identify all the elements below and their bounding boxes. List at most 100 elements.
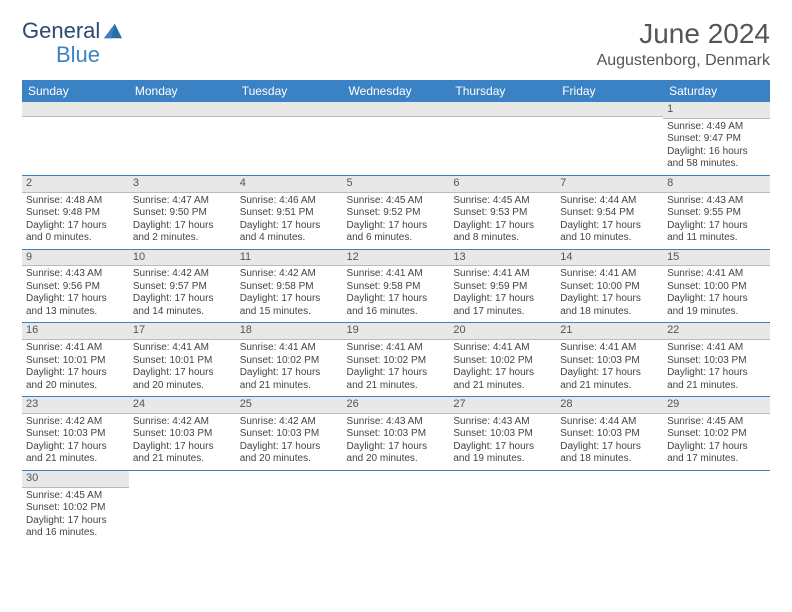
sunset-text: Sunset: 9:58 PM bbox=[240, 281, 339, 294]
daylight1-text: Daylight: 17 hours bbox=[347, 220, 446, 233]
sunrise-text: Sunrise: 4:41 AM bbox=[133, 342, 232, 355]
sunset-text: Sunset: 10:02 PM bbox=[667, 428, 766, 441]
daylight1-text: Daylight: 17 hours bbox=[667, 441, 766, 454]
sunrise-text: Sunrise: 4:42 AM bbox=[26, 416, 125, 429]
sunset-text: Sunset: 10:03 PM bbox=[240, 428, 339, 441]
sunrise-text: Sunrise: 4:41 AM bbox=[560, 268, 659, 281]
day-header: Monday bbox=[129, 80, 236, 102]
sunset-text: Sunset: 10:00 PM bbox=[560, 281, 659, 294]
daylight2-text: and 14 minutes. bbox=[133, 306, 232, 319]
daynum-bar: 18 bbox=[236, 323, 343, 340]
daylight1-text: Daylight: 17 hours bbox=[240, 441, 339, 454]
daylight2-text: and 21 minutes. bbox=[26, 453, 125, 466]
daynum-bar: 30 bbox=[22, 471, 129, 488]
daylight1-text: Daylight: 17 hours bbox=[240, 367, 339, 380]
sunrise-text: Sunrise: 4:41 AM bbox=[453, 342, 552, 355]
daylight1-text: Daylight: 17 hours bbox=[240, 293, 339, 306]
daylight1-text: Daylight: 17 hours bbox=[453, 293, 552, 306]
calendar-cell bbox=[663, 470, 770, 543]
daylight1-text: Daylight: 17 hours bbox=[26, 293, 125, 306]
daynum-bar: 14 bbox=[556, 250, 663, 267]
calendar-cell: 23 Sunrise: 4:42 AMSunset: 10:03 PMDaylig… bbox=[22, 397, 129, 471]
sunset-text: Sunset: 10:02 PM bbox=[26, 502, 125, 515]
daynum-bar-empty bbox=[556, 102, 663, 117]
sunrise-text: Sunrise: 4:43 AM bbox=[347, 416, 446, 429]
sunrise-text: Sunrise: 4:49 AM bbox=[667, 121, 766, 134]
daylight1-text: Daylight: 17 hours bbox=[26, 441, 125, 454]
daylight1-text: Daylight: 17 hours bbox=[26, 220, 125, 233]
daylight2-text: and 20 minutes. bbox=[240, 453, 339, 466]
calendar-cell bbox=[236, 102, 343, 175]
calendar-table: SundayMondayTuesdayWednesdayThursdayFrid… bbox=[22, 80, 770, 544]
daylight2-text: and 18 minutes. bbox=[560, 306, 659, 319]
sunset-text: Sunset: 9:56 PM bbox=[26, 281, 125, 294]
daynum-bar: 8 bbox=[663, 176, 770, 193]
daylight2-text: and 13 minutes. bbox=[26, 306, 125, 319]
daylight2-text: and 21 minutes. bbox=[560, 380, 659, 393]
sunset-text: Sunset: 9:51 PM bbox=[240, 207, 339, 220]
sunset-text: Sunset: 10:02 PM bbox=[347, 355, 446, 368]
sunset-text: Sunset: 10:03 PM bbox=[26, 428, 125, 441]
daylight1-text: Daylight: 17 hours bbox=[26, 515, 125, 528]
calendar-cell: 13Sunrise: 4:41 AMSunset: 9:59 PMDayligh… bbox=[449, 249, 556, 323]
sunrise-text: Sunrise: 4:42 AM bbox=[133, 268, 232, 281]
sunset-text: Sunset: 10:01 PM bbox=[26, 355, 125, 368]
daylight1-text: Daylight: 17 hours bbox=[560, 441, 659, 454]
calendar-cell: 25Sunrise: 4:42 AMSunset: 10:03 PMDaylig… bbox=[236, 397, 343, 471]
daylight2-text: and 21 minutes. bbox=[133, 453, 232, 466]
location-title: Augustenborg, Denmark bbox=[597, 52, 770, 70]
sunset-text: Sunset: 9:50 PM bbox=[133, 207, 232, 220]
daynum-bar: 20 bbox=[449, 323, 556, 340]
daylight1-text: Daylight: 17 hours bbox=[133, 441, 232, 454]
daylight2-text: and 21 minutes. bbox=[240, 380, 339, 393]
daynum-bar: 11 bbox=[236, 250, 343, 267]
calendar-cell: 5Sunrise: 4:45 AMSunset: 9:52 PMDaylight… bbox=[343, 175, 450, 249]
sunrise-text: Sunrise: 4:45 AM bbox=[347, 195, 446, 208]
daynum-bar: 7 bbox=[556, 176, 663, 193]
day-header: Sunday bbox=[22, 80, 129, 102]
calendar-row: 1Sunrise: 4:49 AMSunset: 9:47 PMDaylight… bbox=[22, 102, 770, 175]
calendar-cell: 21Sunrise: 4:41 AMSunset: 10:03 PMDaylig… bbox=[556, 323, 663, 397]
calendar-cell: 19Sunrise: 4:41 AMSunset: 10:02 PMDaylig… bbox=[343, 323, 450, 397]
sunrise-text: Sunrise: 4:41 AM bbox=[667, 342, 766, 355]
sunrise-text: Sunrise: 4:45 AM bbox=[26, 490, 125, 503]
calendar-cell: 22Sunrise: 4:41 AMSunset: 10:03 PMDaylig… bbox=[663, 323, 770, 397]
daylight2-text: and 0 minutes. bbox=[26, 232, 125, 245]
calendar-cell bbox=[236, 470, 343, 543]
daynum-bar-empty bbox=[129, 102, 236, 117]
daynum-bar: 10 bbox=[129, 250, 236, 267]
title-block: June 2024 Augustenborg, Denmark bbox=[597, 18, 770, 70]
sunrise-text: Sunrise: 4:44 AM bbox=[560, 195, 659, 208]
sunset-text: Sunset: 9:55 PM bbox=[667, 207, 766, 220]
daylight1-text: Daylight: 17 hours bbox=[560, 293, 659, 306]
daynum-bar: 15 bbox=[663, 250, 770, 267]
sunrise-text: Sunrise: 4:43 AM bbox=[667, 195, 766, 208]
brand-logo: General bbox=[22, 18, 126, 44]
daynum-bar: 23 bbox=[22, 397, 129, 414]
calendar-cell: 29Sunrise: 4:45 AMSunset: 10:02 PMDaylig… bbox=[663, 397, 770, 471]
daylight2-text: and 21 minutes. bbox=[347, 380, 446, 393]
daylight2-text: and 20 minutes. bbox=[347, 453, 446, 466]
calendar-row: 23Sunrise: 4:42 AMSunset: 10:03 PMDaylig… bbox=[22, 397, 770, 471]
sunrise-text: Sunrise: 4:42 AM bbox=[133, 416, 232, 429]
sunset-text: Sunset: 10:03 PM bbox=[560, 355, 659, 368]
sunrise-text: Sunrise: 4:41 AM bbox=[453, 268, 552, 281]
sunrise-text: Sunrise: 4:41 AM bbox=[560, 342, 659, 355]
daynum-bar: 25 bbox=[236, 397, 343, 414]
sunset-text: Sunset: 9:52 PM bbox=[347, 207, 446, 220]
daynum-bar: 13 bbox=[449, 250, 556, 267]
daynum-bar: 22 bbox=[663, 323, 770, 340]
daylight2-text: and 16 minutes. bbox=[347, 306, 446, 319]
sunset-text: Sunset: 9:53 PM bbox=[453, 207, 552, 220]
daylight2-text: and 17 minutes. bbox=[453, 306, 552, 319]
calendar-cell: 27Sunrise: 4:43 AMSunset: 10:03 PMDaylig… bbox=[449, 397, 556, 471]
daynum-bar: 28 bbox=[556, 397, 663, 414]
sunrise-text: Sunrise: 4:41 AM bbox=[347, 268, 446, 281]
brand-part1: General bbox=[22, 18, 100, 44]
day-header: Friday bbox=[556, 80, 663, 102]
daynum-bar-empty bbox=[22, 102, 129, 117]
daylight1-text: Daylight: 17 hours bbox=[133, 293, 232, 306]
daynum-bar: 26 bbox=[343, 397, 450, 414]
daylight1-text: Daylight: 17 hours bbox=[133, 220, 232, 233]
daylight2-text: and 58 minutes. bbox=[667, 158, 766, 171]
